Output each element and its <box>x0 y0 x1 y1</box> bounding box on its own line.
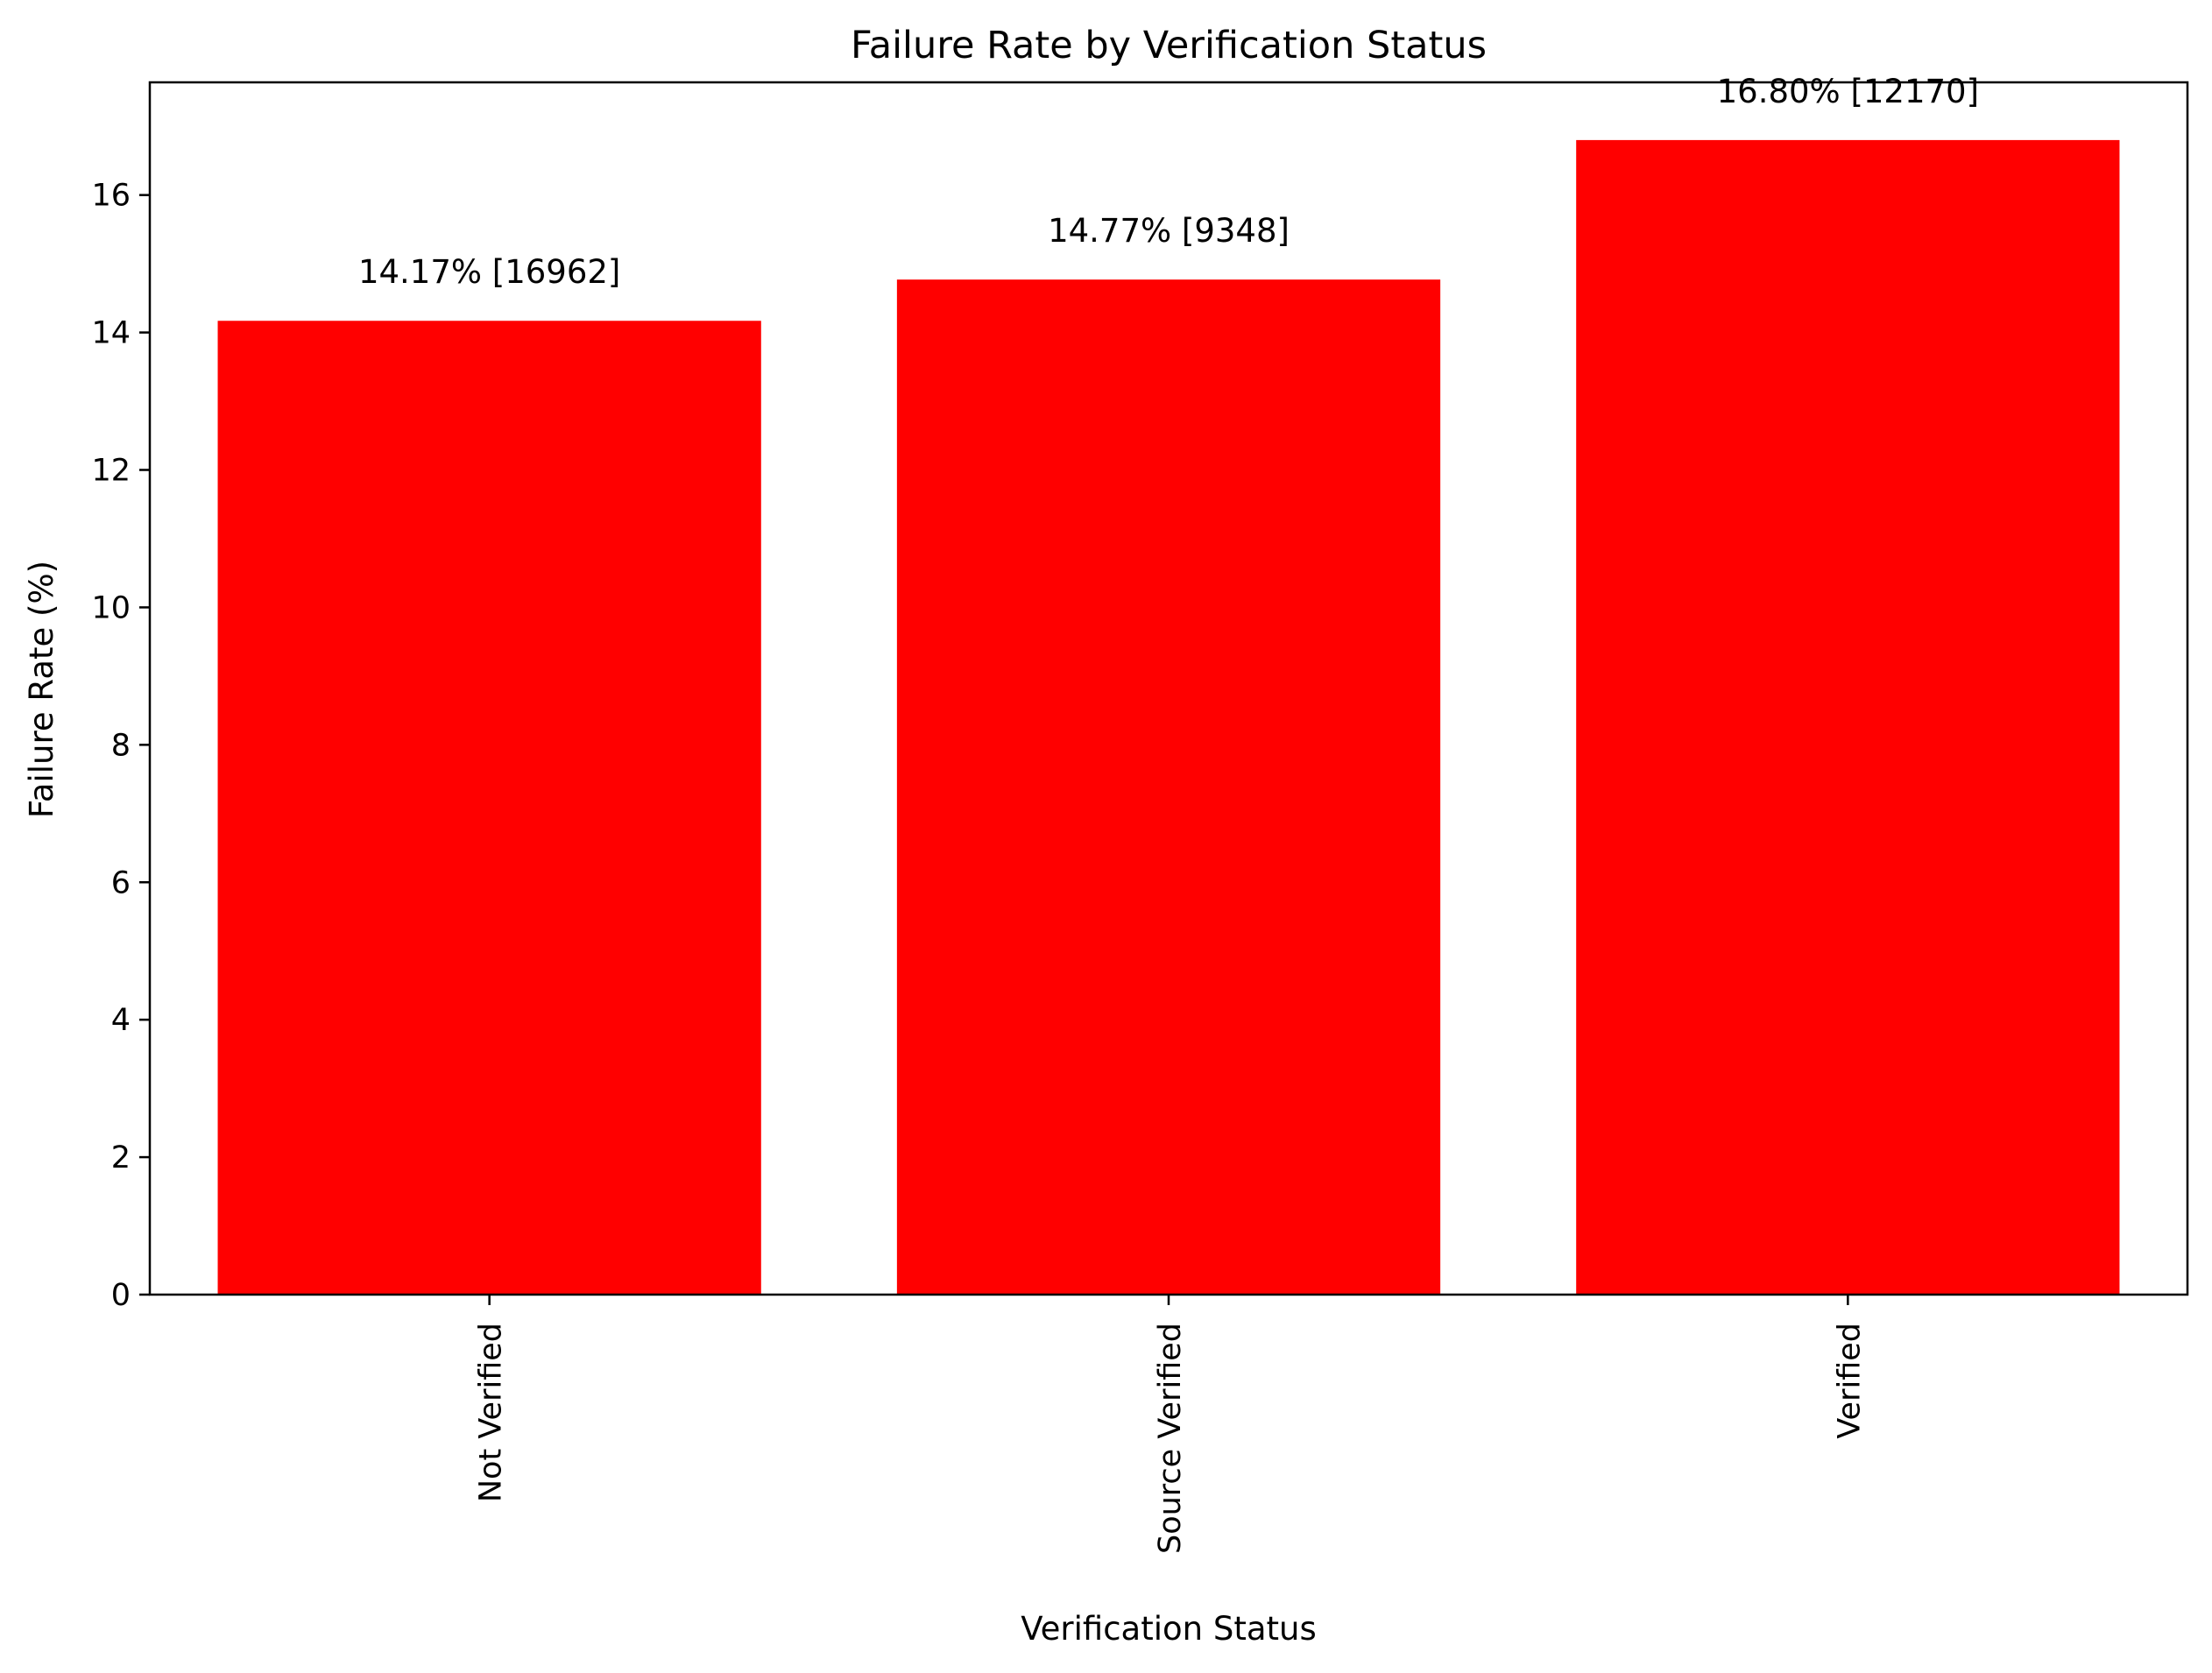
data-label: 14.17% [16962] <box>358 253 620 291</box>
x-axis-label: Verification Status <box>1021 1610 1317 1648</box>
data-label: 16.80% [12170] <box>1717 73 1979 110</box>
chart-title: Failure Rate by Verification Status <box>851 24 1487 67</box>
y-tick-label: 8 <box>111 728 131 763</box>
plot-frame <box>148 81 2189 1296</box>
x-tick-label: Verified <box>1832 1323 1867 1439</box>
y-tick-label: 0 <box>111 1278 131 1313</box>
y-axis-ticks: 0 2 4 6 8 10 12 14 16 <box>91 179 150 1313</box>
x-tick-label: Not Verified <box>474 1323 509 1502</box>
bar-not-verified <box>217 321 761 1295</box>
y-tick-label: 6 <box>111 865 131 900</box>
y-tick-label: 4 <box>111 1003 131 1038</box>
x-axis-ticks: Not Verified Source Verified Verified <box>474 1295 1867 1554</box>
y-axis-label: Failure Rate (%) <box>23 561 60 818</box>
data-labels-layer: 14.17% [16962] 14.77% [9348] 16.80% [12170… <box>358 73 1979 291</box>
y-tick-label: 16 <box>91 179 131 214</box>
data-label: 14.77% [9348] <box>1048 212 1290 250</box>
y-tick-label: 10 <box>91 590 131 625</box>
bar-verified <box>1576 139 2120 1295</box>
x-tick-label: Source Verified <box>1153 1323 1188 1554</box>
y-tick-label: 2 <box>111 1140 131 1175</box>
y-tick-label: 12 <box>91 454 131 489</box>
bars-layer <box>217 139 2120 1295</box>
bar-source-verified <box>896 279 1441 1295</box>
y-tick-label: 14 <box>91 316 131 351</box>
